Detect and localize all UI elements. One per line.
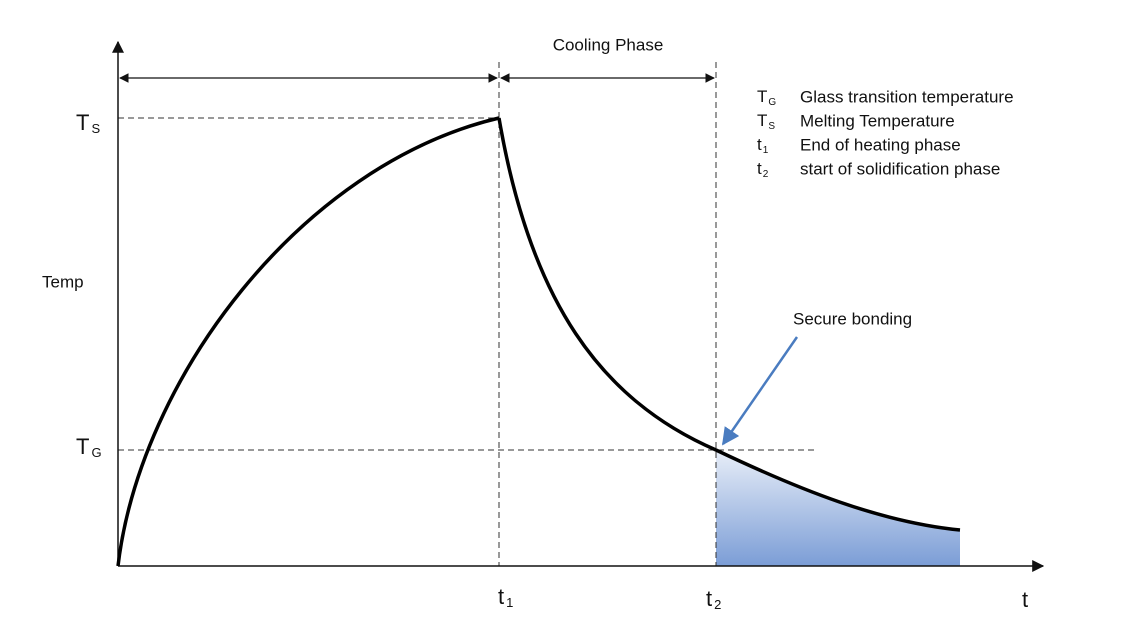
x-axis-label: t (1022, 587, 1028, 612)
legend-symbol: t2 (757, 159, 769, 179)
ts-main: T (76, 110, 89, 135)
legend-text: Glass transition temperature (800, 87, 1014, 106)
legend-text: Melting Temperature (800, 111, 955, 130)
legend-symbol: t1 (757, 135, 769, 155)
legend-symbol-main: T (757, 111, 767, 130)
legend-text: start of solidification phase (800, 159, 1000, 178)
y-axis-label: Temp (42, 272, 84, 291)
tg-main: T (76, 434, 89, 459)
t2-main: t (706, 586, 712, 611)
legend-symbol: TG (757, 87, 776, 107)
tg-sub: G (91, 445, 101, 460)
t1-main: t (498, 584, 504, 609)
legend-symbol-sub: 2 (763, 169, 769, 180)
legend-text: End of heating phase (800, 135, 961, 154)
legend-symbol-main: t (757, 135, 762, 154)
annotation: Secure bonding (793, 309, 912, 328)
ts-sub: S (91, 121, 100, 136)
legend-symbol: TS (757, 111, 775, 131)
legend-symbol-sub: 1 (763, 145, 769, 156)
cooling-curve (497, 117, 961, 532)
legend-symbol-main: T (757, 87, 767, 106)
t2-sub: 2 (714, 597, 721, 612)
legend-symbol-sub: S (768, 121, 775, 132)
t1-sub: 1 (506, 595, 513, 610)
legend-symbol-main: t (757, 159, 762, 178)
phase-label: Cooling Phase (553, 35, 664, 54)
annotation-arrow (721, 336, 799, 446)
legend-symbol-sub: G (768, 97, 776, 108)
heating-curve (116, 116, 500, 567)
